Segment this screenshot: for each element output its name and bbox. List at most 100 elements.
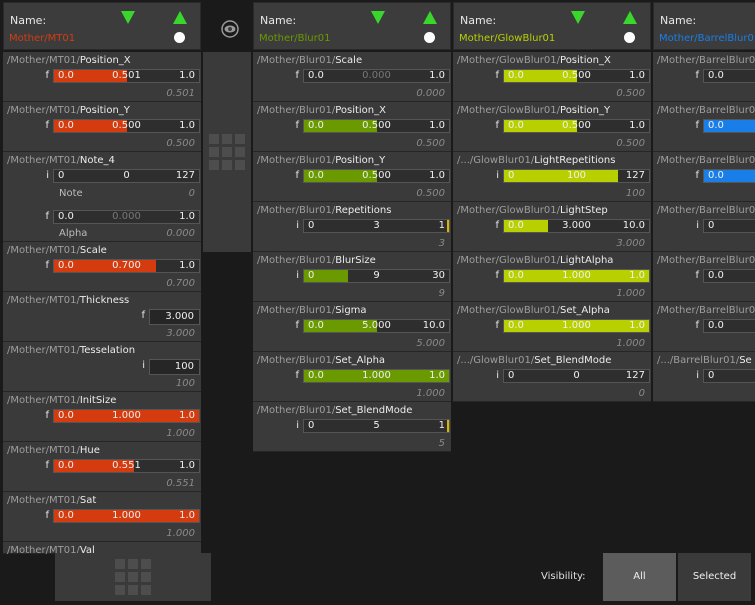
param-slider[interactable]: 0.0 bbox=[703, 319, 755, 333]
param-path-prefix: /Mother/MT01/ bbox=[7, 395, 80, 406]
param-slider[interactable]: 0.0 bbox=[703, 169, 755, 183]
slider-min: 0 bbox=[308, 270, 315, 281]
param-slider[interactable]: 0 3 1 bbox=[303, 219, 450, 233]
collapse-up-icon[interactable] bbox=[623, 11, 637, 24]
slider-min: 0.0 bbox=[708, 70, 724, 81]
param-slider[interactable]: 0 0 127 bbox=[503, 369, 650, 383]
param-type: f bbox=[45, 460, 49, 471]
grid-cell bbox=[235, 134, 245, 144]
param-slider[interactable]: 0 bbox=[703, 369, 755, 383]
slider-min: 0 bbox=[708, 220, 715, 231]
slider-value: 3 bbox=[373, 220, 380, 231]
param-type: f bbox=[45, 410, 49, 421]
slider-min: 0.0 bbox=[508, 220, 524, 231]
slider-min: 0.0 bbox=[58, 460, 74, 471]
param-slider[interactable]: 0.0 bbox=[703, 119, 755, 133]
param-slider[interactable]: 0.0 0.500 1.0 bbox=[503, 69, 650, 83]
param-slider[interactable]: 0 0 127 bbox=[53, 169, 200, 183]
param-current-value: 1.000 bbox=[416, 388, 445, 399]
param-label: /Mother/MT01/InitSize bbox=[7, 395, 116, 406]
param-slider[interactable]: 0.0 bbox=[703, 269, 755, 283]
param-value-box[interactable]: 3.000 bbox=[149, 309, 200, 325]
param-slider[interactable]: 0.0 5.000 10.0 bbox=[303, 319, 450, 333]
param-slider[interactable]: 0.0 3.000 10.0 bbox=[503, 219, 650, 233]
param-cell: /Mother/Blur01/Scale f 0.0 0.000 1.0 0.000 bbox=[253, 52, 451, 102]
param-slider[interactable]: 0.0 1.000 1.0 bbox=[53, 509, 200, 523]
param-slider[interactable]: 0 bbox=[703, 219, 755, 233]
collapse-down-icon[interactable] bbox=[371, 11, 385, 24]
collapse-down-icon[interactable] bbox=[121, 11, 135, 24]
node-column: Name: Mother/BarrelBlur01/Mother/BarrelBl… bbox=[653, 2, 755, 603]
param-type: f bbox=[295, 170, 299, 181]
param-name: Note_4 bbox=[79, 155, 115, 166]
slider-max: 127 bbox=[625, 170, 645, 181]
select-dot-icon[interactable] bbox=[424, 32, 435, 43]
slider-min: 0 bbox=[58, 170, 65, 181]
param-type: f bbox=[295, 320, 299, 331]
param-value-box[interactable]: 100 bbox=[149, 359, 200, 375]
param-slider[interactable]: 0.0 0.000 1.0 bbox=[53, 210, 200, 224]
param-slider[interactable]: 0.0 0.500 1.0 bbox=[303, 169, 450, 183]
param-name: BlurSize bbox=[335, 255, 376, 266]
param-label: /Mother/Blur01/Position_X bbox=[257, 105, 386, 116]
slider-fill bbox=[304, 170, 377, 182]
param-type: f bbox=[495, 320, 499, 331]
param-current-value: 0.500 bbox=[616, 138, 645, 149]
slider-min: 0 bbox=[308, 220, 315, 231]
param-type: f bbox=[295, 70, 299, 81]
slider-max: 1.0 bbox=[429, 70, 445, 81]
grid-cell bbox=[141, 585, 151, 595]
param-type: f bbox=[695, 70, 699, 81]
param-slider[interactable]: 0.0 0.500 1.0 bbox=[503, 119, 650, 133]
collapse-up-icon[interactable] bbox=[173, 11, 187, 24]
param-type: f bbox=[45, 120, 49, 131]
slider-value: 0.501 bbox=[112, 70, 141, 81]
param-slider[interactable]: 0.0 0.500 1.0 bbox=[303, 119, 450, 133]
param-type: f bbox=[45, 260, 49, 271]
param-name: Tesselation bbox=[79, 345, 136, 356]
param-slider[interactable]: 0.0 1.000 1.0 bbox=[503, 319, 650, 333]
add-node-button[interactable] bbox=[55, 553, 211, 601]
param-slider[interactable]: 0 9 30 bbox=[303, 269, 450, 283]
param-slider[interactable]: 0.0 0.700 1.0 bbox=[53, 259, 200, 273]
param-label: /Mother/BarrelBlur01/ bbox=[657, 155, 755, 166]
grid-cell bbox=[235, 147, 245, 157]
param-label: /Mother/Blur01/Scale bbox=[257, 55, 362, 66]
select-dot-icon[interactable] bbox=[624, 32, 635, 43]
side-drag-handle[interactable] bbox=[203, 52, 251, 252]
param-name: Position_Y bbox=[79, 105, 130, 116]
param-slider[interactable]: 0.0 0.551 1.0 bbox=[53, 459, 200, 473]
param-current-value: 9 bbox=[438, 288, 445, 299]
slider-fill bbox=[54, 510, 199, 522]
param-label: /Mother/GlowBlur01/Position_X bbox=[457, 55, 611, 66]
param-current-value: 0 bbox=[188, 188, 195, 199]
param-slider[interactable]: 0 100 127 bbox=[503, 169, 650, 183]
param-label: /Mother/GlowBlur01/Set_Alpha bbox=[457, 305, 610, 316]
param-name: Set_BlendMode bbox=[534, 355, 612, 366]
param-cell: /Mother/GlowBlur01/Position_Y f 0.0 0.500 1.… bbox=[453, 102, 651, 152]
param-slider[interactable]: 0.0 1.000 1.0 bbox=[503, 269, 650, 283]
collapse-up-icon[interactable] bbox=[423, 11, 437, 24]
param-label: /Mother/BarrelBlur01/ bbox=[657, 305, 755, 316]
param-slider[interactable]: 0 5 1 bbox=[303, 419, 450, 433]
collapse-down-icon[interactable] bbox=[571, 11, 585, 24]
param-label: /Mother/GlowBlur01/LightAlpha bbox=[457, 255, 613, 266]
visibility-label: Visibility: bbox=[541, 571, 586, 582]
param-label: /Mother/BarrelBlur01/ bbox=[657, 205, 755, 216]
param-type: i bbox=[696, 370, 699, 381]
param-slider[interactable]: 0.0 1.000 1.0 bbox=[303, 369, 450, 383]
param-type: f bbox=[695, 270, 699, 281]
param-slider[interactable]: 0.0 0.000 1.0 bbox=[303, 69, 450, 83]
grid-cell bbox=[222, 134, 232, 144]
param-slider[interactable]: 0.0 bbox=[703, 69, 755, 83]
visibility-selected-button[interactable]: Selected bbox=[678, 553, 751, 601]
param-slider[interactable]: 0.0 0.500 1.0 bbox=[53, 119, 200, 133]
select-dot-icon[interactable] bbox=[174, 32, 185, 43]
slider-value: 0.000 bbox=[362, 70, 391, 81]
visibility-eye-icon[interactable] bbox=[221, 20, 239, 41]
param-slider[interactable]: 0.0 1.000 1.0 bbox=[53, 409, 200, 423]
param-slider[interactable]: 0.0 0.501 1.0 bbox=[53, 69, 200, 83]
slider-fill bbox=[54, 460, 134, 472]
visibility-all-button[interactable]: All bbox=[603, 553, 676, 601]
param-type: i bbox=[496, 370, 499, 381]
